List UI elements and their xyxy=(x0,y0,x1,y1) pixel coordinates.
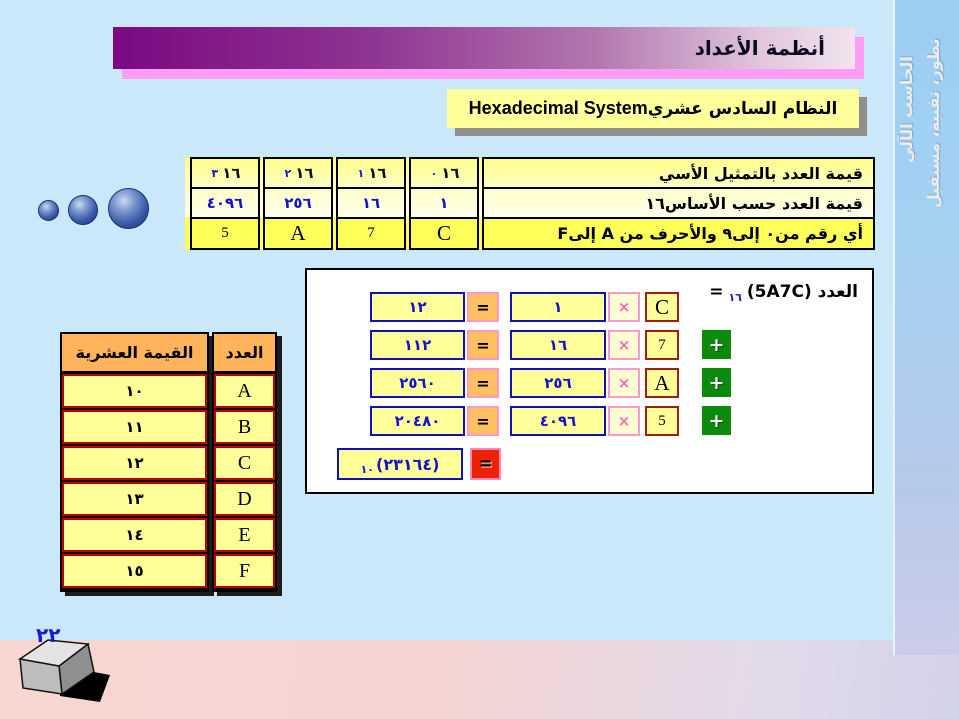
subtitle-arabic: النظام السادس عشري xyxy=(647,98,838,119)
value-cell: ١٦ xyxy=(336,187,406,219)
result-box: ٢٠٤٨٠ xyxy=(370,406,465,436)
value-cell: ١ xyxy=(409,187,479,219)
table-cell: ١١ xyxy=(62,410,207,444)
table-cell: ١٥ xyxy=(62,554,207,588)
calculation-heading: العدد (5A7C) ١٦ = xyxy=(709,282,858,304)
times-box: × xyxy=(608,406,640,436)
equals-sign: = xyxy=(709,282,724,302)
table-row-digits: أي رقم من٠ إلى٩ والأحرف من A إلىF C 7 A … xyxy=(185,217,875,250)
keycap-icon xyxy=(18,639,110,702)
sphere-icon xyxy=(38,200,59,221)
plus-box: + xyxy=(702,368,731,397)
table-cell: F xyxy=(214,554,275,588)
decimal-base-subscript: ١٠ xyxy=(360,462,374,476)
hex-digit-box: 5 xyxy=(645,406,679,436)
equals-box: = xyxy=(467,292,499,322)
value-cell: ٤٠٩٦ xyxy=(190,187,260,219)
digit-cell: 7 xyxy=(336,217,406,250)
title-bar: أنظمة الأعداد xyxy=(113,27,855,69)
hex-decimal-values-column: القيمة العشرية ١٠ ١١ ١٢ ١٣ ١٤ ١٥ xyxy=(60,332,209,592)
digit-cell: C xyxy=(409,217,479,250)
exponent-cell: ١٦ ٣ xyxy=(190,157,260,189)
table-cell: ١٠ xyxy=(62,374,207,408)
multiplier-box: ١ xyxy=(510,292,606,322)
page-title: أنظمة الأعداد xyxy=(694,36,825,60)
number-label: العدد (5A7C) xyxy=(746,282,858,302)
table-row-values: قيمة العدد حسب الأساس١٦ ١ ١٦ ٢٥٦ ٤٠٩٦ xyxy=(185,187,875,219)
final-result-value: (٢٣١٦٤) xyxy=(376,454,440,474)
exponent-cell: ١٦ ٢ xyxy=(263,157,333,189)
subtitle-english: Hexadecimal System xyxy=(468,98,648,118)
conversion-calculation-box: العدد (5A7C) ١٦ = C × ١ = ١٢ + 7 × ١٦ = ١١… xyxy=(305,268,874,494)
digit-cell: A xyxy=(263,217,333,250)
hex-digit-box: 7 xyxy=(645,330,679,360)
plus-box: + xyxy=(702,330,731,359)
exponent-cell: ١٦ ١ xyxy=(336,157,406,189)
multiplier-box: ٤٠٩٦ xyxy=(510,406,606,436)
hex-digit-box: C xyxy=(645,292,679,322)
page-number: ٢٢ xyxy=(36,623,61,647)
times-box: × xyxy=(608,330,640,360)
table-cell: C xyxy=(214,446,275,480)
result-box: ١٢ xyxy=(370,292,465,322)
final-result-box: (٢٣١٦٤) ١٠ xyxy=(337,448,463,480)
equals-box: = xyxy=(467,330,499,360)
table-cell: B xyxy=(214,410,275,444)
multiplier-box: ١٦ xyxy=(510,330,606,360)
plus-box: + xyxy=(702,406,731,435)
equals-box: = xyxy=(467,368,499,398)
sidebar-tagline-text: تطور، تقنية، مستقبل xyxy=(924,38,943,208)
sphere-icon xyxy=(108,188,149,229)
column-header: القيمة العشرية xyxy=(62,334,207,372)
exponent-cell: ١٦ ٠ xyxy=(409,157,479,189)
table-cell: ١٢ xyxy=(62,446,207,480)
sphere-icon xyxy=(68,195,98,225)
row-label: قيمة العدد بالتمثيل الأسي xyxy=(482,157,875,189)
multiplier-box: ٢٥٦ xyxy=(510,368,606,398)
sidebar-course-title-text: الحاسب الآلي xyxy=(897,56,916,163)
value-cell: ٢٥٦ xyxy=(263,187,333,219)
table-cell: A xyxy=(214,374,275,408)
row-label: أي رقم من٠ إلى٩ والأحرف من A إلىF xyxy=(482,217,875,250)
column-header: العدد xyxy=(214,334,275,372)
base-subscript: ١٦ xyxy=(728,291,742,305)
equals-box: = xyxy=(467,406,499,436)
table-row-exponents: قيمة العدد بالتمثيل الأسي ١٦ ٠ ١٦ ١ ١٦ ٢ ١٦… xyxy=(185,157,875,189)
times-box: × xyxy=(608,368,640,398)
row-label: قيمة العدد حسب الأساس١٦ xyxy=(482,187,875,219)
times-box: × xyxy=(608,292,640,322)
result-box: ١١٢ xyxy=(370,330,465,360)
bottom-strip-background xyxy=(0,640,959,719)
subtitle-banner: النظام السادس عشري Hexadecimal System xyxy=(447,89,859,128)
table-cell: ١٣ xyxy=(62,482,207,516)
result-box: ٢٥٦٠ xyxy=(370,368,465,398)
sidebar xyxy=(893,0,959,655)
table-cell: ١٤ xyxy=(62,518,207,552)
hex-digit-box: A xyxy=(645,368,679,398)
final-equals-box: = xyxy=(470,448,501,480)
digit-cell: 5 xyxy=(190,217,260,250)
powers-of-16-table: قيمة العدد بالتمثيل الأسي ١٦ ٠ ١٦ ١ ١٦ ٢ ١٦… xyxy=(185,157,875,250)
table-cell: E xyxy=(214,518,275,552)
hex-letters-column: العدد A B C D E F xyxy=(212,332,277,592)
table-cell: D xyxy=(214,482,275,516)
